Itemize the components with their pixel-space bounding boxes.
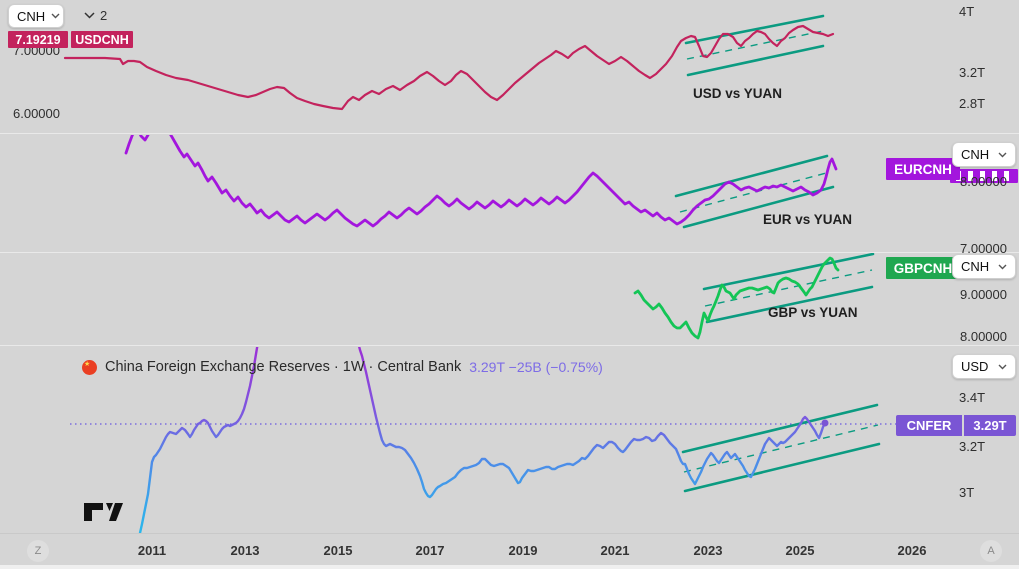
gbpcnh-currency-select[interactable]: CNH	[952, 254, 1016, 279]
usdcnh-axis-6: 6.00000	[13, 106, 60, 121]
right-axis-4t: 4T	[959, 4, 975, 19]
year-label: 2021	[600, 543, 630, 558]
chevron-down-icon	[998, 364, 1007, 369]
reserves-channel-bottom	[683, 442, 881, 493]
year-label: 2011	[137, 543, 167, 558]
tradingview-logo[interactable]	[84, 502, 124, 522]
reserves-status: 3.29T −25B (−0.75%)	[469, 359, 603, 375]
year-label: 2013	[230, 543, 260, 558]
usdcnh-annotation: USD vs YUAN	[693, 86, 783, 101]
gbpcnh-annotation: GBP vs YUAN	[768, 305, 858, 320]
right-axis-3-2t: 3.2T	[959, 65, 986, 80]
eurcnh-axis-8: 8.00000	[960, 174, 1007, 189]
gbpcnh-channel-top	[702, 253, 875, 291]
year-label: 2017	[415, 543, 445, 558]
pane-divider[interactable]	[0, 252, 1019, 253]
reserves-channel-mid	[683, 424, 879, 473]
reserves-currency-select[interactable]: USD	[952, 354, 1016, 379]
year-label: 2019	[508, 543, 538, 558]
usdcnh-channel-top	[684, 14, 825, 45]
gbpcnh-axis-9: 9.00000	[960, 287, 1007, 302]
year-label: 2026	[897, 543, 927, 558]
usdcnh-price-badge: 7.19219	[8, 31, 68, 48]
gbpcnh-currency-value: CNH	[961, 259, 990, 274]
reserves-channel-top	[681, 403, 879, 454]
gbpcnh-axis-8: 8.00000	[960, 329, 1007, 344]
eurcnh-symbol-badge: EURCNH	[886, 158, 960, 180]
chevron-down-icon	[51, 13, 60, 19]
reserves-symbol-badge: CNFER	[896, 415, 962, 436]
usdcnh-channel-bottom	[686, 44, 825, 77]
eurcnh-series-line	[124, 135, 838, 228]
pair-select[interactable]: CNH	[8, 4, 64, 28]
year-label: 2025	[785, 543, 815, 558]
reserves-axis-3-4t: 3.4T	[959, 390, 986, 405]
collapse-count: 2	[100, 8, 108, 23]
pane-divider[interactable]	[0, 345, 1019, 346]
eurcnh-annotation: EUR vs YUAN	[763, 212, 853, 227]
reserves-axis-3t: 3T	[959, 485, 975, 500]
china-flag-icon: ★	[82, 359, 97, 375]
time-axis-divider	[0, 533, 1019, 534]
gbpcnh-channel-mid	[704, 269, 873, 307]
reserves-series-line	[138, 347, 827, 533]
scale-hint-left: Z	[27, 540, 49, 562]
right-axis-2-8t: 2.8T	[959, 96, 986, 111]
scale-hint-right: A	[980, 540, 1002, 562]
usdcnh-symbol-badge: USDCNH	[71, 31, 133, 48]
reserves-currency-value: USD	[961, 359, 989, 374]
eurcnh-channel-bottom	[682, 185, 835, 229]
bottom-strip	[0, 565, 1019, 569]
reserves-title: China Foreign Exchange Reserves · 1W · C…	[105, 359, 462, 375]
chevron-down-icon	[998, 152, 1007, 157]
year-label: 2015	[323, 543, 353, 558]
gbpcnh-channel-bottom	[705, 285, 874, 324]
chevron-down-icon	[84, 12, 95, 19]
eurcnh-axis-7: 7.00000	[960, 241, 1007, 256]
gbpcnh-symbol-badge: GBPCNH	[886, 257, 960, 279]
usdcnh-series-line	[63, 24, 835, 111]
gbpcnh-series-line	[633, 256, 840, 340]
reserves-legend[interactable]: ★ China Foreign Exchange Reserves · 1W ·…	[82, 359, 603, 375]
collapse-panes-control[interactable]: 2	[84, 8, 107, 23]
reserves-axis-3-2t: 3.2T	[959, 439, 986, 454]
usdcnh-channel-mid	[686, 30, 824, 60]
reserves-price-badge: 3.29T	[964, 415, 1016, 436]
year-label: 2023	[693, 543, 723, 558]
eurcnh-channel-top	[674, 154, 829, 198]
reserves-last-point-dot	[821, 419, 829, 427]
eurcnh-currency-value: CNH	[961, 147, 990, 162]
chevron-down-icon	[998, 264, 1007, 269]
eurcnh-currency-select[interactable]: CNH	[952, 142, 1016, 167]
pair-select-value: CNH	[17, 8, 46, 24]
pane-divider[interactable]	[0, 133, 1019, 134]
